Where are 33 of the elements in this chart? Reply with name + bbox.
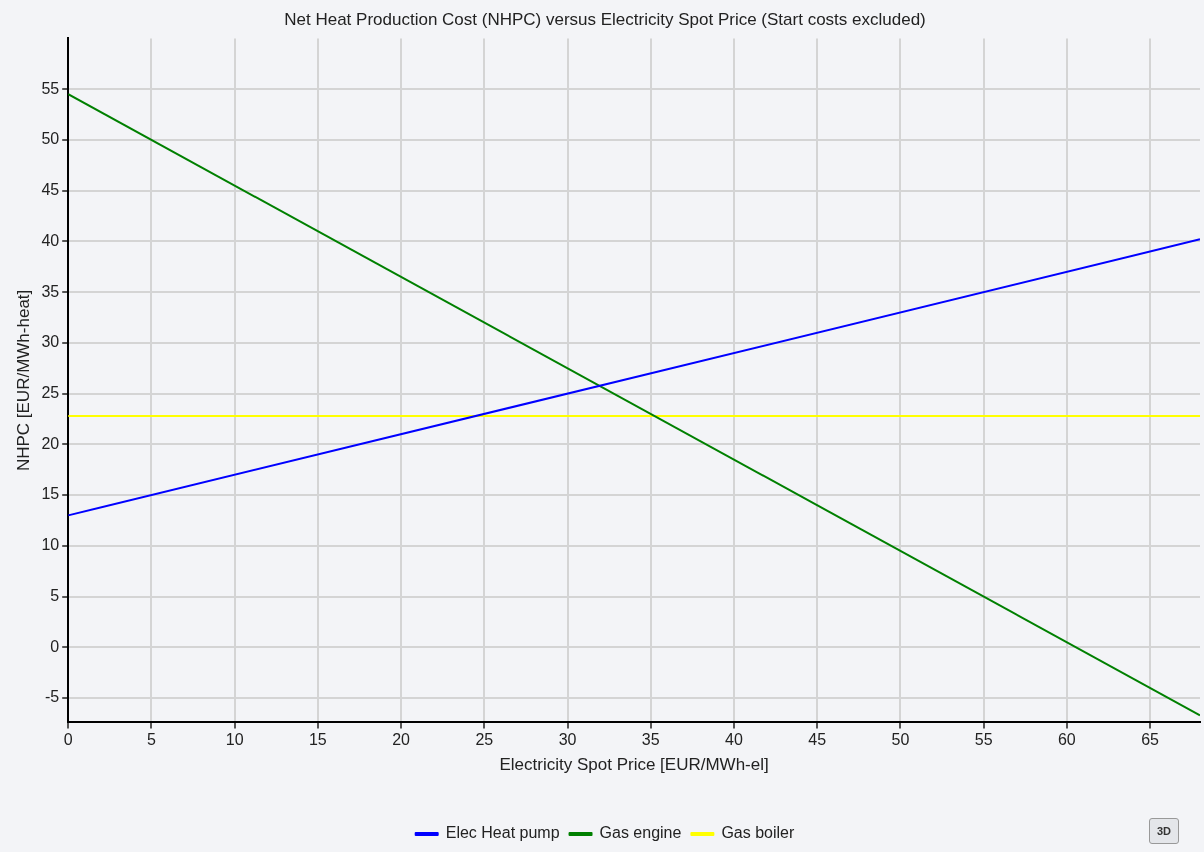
x-tick-label: 15 bbox=[308, 731, 327, 749]
x-tick-label: 30 bbox=[558, 731, 577, 749]
x-tick-label: 50 bbox=[891, 731, 910, 749]
x-tick-label: 20 bbox=[392, 731, 411, 749]
legend-label: Gas engine bbox=[599, 824, 682, 842]
legend-label: Gas boiler bbox=[721, 824, 795, 842]
y-tick-label: 10 bbox=[41, 536, 60, 554]
y-tick-label: 5 bbox=[50, 586, 60, 604]
y-tick-label: 35 bbox=[41, 282, 60, 300]
y-tick-label: -5 bbox=[44, 688, 60, 706]
x-tick-label: 45 bbox=[808, 731, 827, 749]
y-tick-label: 45 bbox=[41, 181, 60, 199]
y-tick-label: 20 bbox=[41, 434, 60, 452]
x-tick-label: 0 bbox=[63, 731, 73, 749]
x-tick-label: 55 bbox=[974, 731, 993, 749]
x-tick-label: 40 bbox=[725, 731, 743, 749]
y-tick-label: 30 bbox=[41, 333, 60, 351]
x-axis-title: Electricity Spot Price [EUR/MWh-el] bbox=[499, 755, 769, 775]
y-axis-title: NHPC [EUR/MWh-heat] bbox=[13, 289, 33, 472]
y-tick-label: 40 bbox=[41, 231, 60, 249]
y-tick-label: 25 bbox=[41, 384, 60, 401]
chart-title: Net Heat Production Cost (NHPC) versus Electricity Spot Price (Start costs excluded) bbox=[284, 9, 926, 29]
x-tick-label: 10 bbox=[225, 731, 244, 749]
x-tick-label: 25 bbox=[475, 731, 494, 749]
legend-label: Elec Heat pump bbox=[445, 824, 560, 842]
x-tick-label: 65 bbox=[1141, 731, 1160, 749]
y-tick-label: 0 bbox=[50, 637, 60, 655]
y-tick-label: 50 bbox=[41, 130, 60, 148]
x-tick-label: 5 bbox=[146, 731, 156, 749]
y-tick-label: 15 bbox=[41, 485, 60, 503]
y-tick-label: 55 bbox=[41, 79, 60, 97]
x-tick-label: 35 bbox=[641, 731, 660, 749]
x-tick-label: 60 bbox=[1057, 731, 1076, 749]
